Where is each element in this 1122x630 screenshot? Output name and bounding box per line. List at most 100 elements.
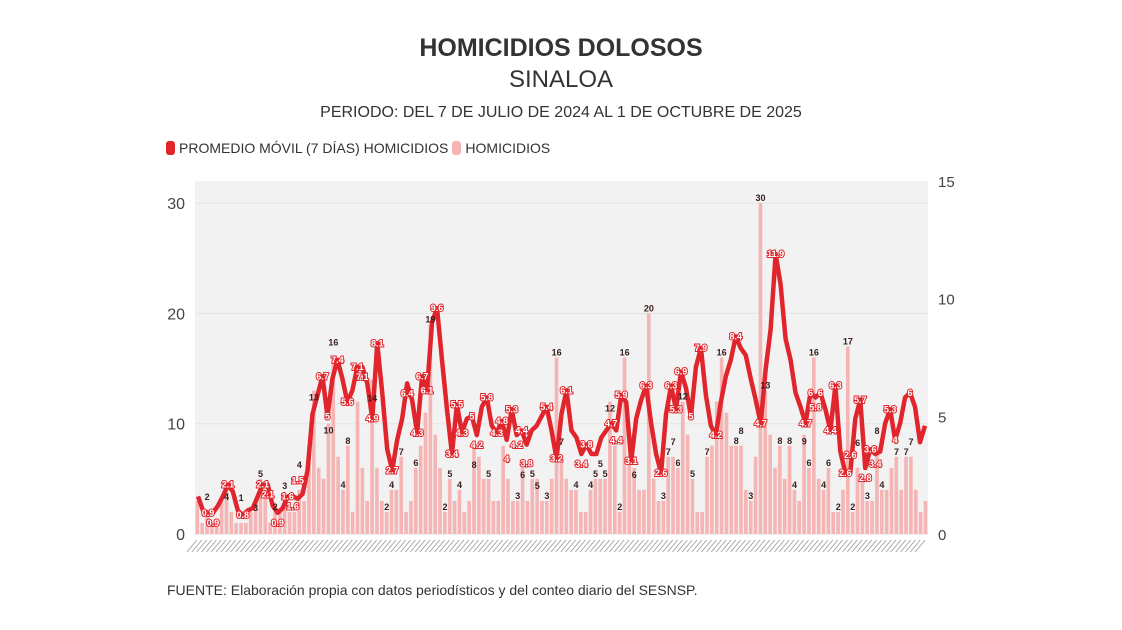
x-tick-mark — [808, 539, 819, 553]
line-label: 4.4 — [610, 435, 623, 445]
line-label: 7.4 — [331, 355, 344, 365]
bar-label: 16 — [809, 348, 819, 358]
x-tick-mark — [642, 539, 654, 553]
bar-label: 6 — [807, 458, 812, 468]
bar — [632, 467, 637, 534]
x-tick-mark — [429, 539, 441, 553]
x-tick-mark — [502, 539, 513, 553]
bar — [690, 478, 695, 534]
bar — [515, 500, 520, 534]
bar — [603, 478, 607, 534]
chart-title: HOMICIDIOS DOLOSOS — [419, 34, 703, 62]
x-tick-mark — [837, 539, 848, 553]
line-label: 6.1 — [421, 385, 434, 395]
line-label: 7.9 — [695, 343, 708, 353]
line-label: 4.7 — [799, 418, 812, 428]
bar — [292, 511, 297, 534]
bar-label: 5 — [530, 469, 535, 479]
bar-label: 6 — [826, 458, 831, 468]
line-label: 8.4 — [730, 331, 743, 341]
x-tick-mark — [876, 539, 887, 553]
x-tick-mark — [240, 539, 251, 553]
x-tick-mark — [584, 539, 596, 553]
source-note: FUENTE: Elaboración propia con datos per… — [167, 582, 698, 598]
bar — [646, 313, 651, 534]
x-tick-mark — [555, 539, 567, 553]
bar-label: 30 — [756, 193, 766, 203]
bar — [316, 467, 321, 534]
chart-subtitle: SINALOA — [508, 66, 614, 93]
bar — [472, 445, 476, 534]
bar — [210, 522, 214, 534]
bar-label: 4 — [224, 492, 229, 502]
bar — [578, 511, 583, 534]
x-tick-mark — [895, 539, 907, 553]
bar — [792, 489, 797, 534]
x-tick-mark — [676, 539, 688, 553]
x-tick-mark — [453, 539, 465, 553]
x-tick-mark — [900, 539, 911, 553]
line-label: 4.7 — [754, 418, 767, 428]
x-tick-mark — [468, 539, 479, 553]
bar-label: 4 — [574, 480, 579, 490]
bar — [782, 478, 787, 534]
bar — [219, 500, 224, 534]
line-label: 6 — [808, 388, 813, 398]
line-label: 2.7 — [386, 465, 399, 475]
x-tick-mark — [914, 539, 926, 553]
bar — [841, 489, 845, 534]
x-tick-mark — [706, 539, 717, 553]
bar — [540, 500, 544, 534]
bar — [326, 423, 331, 534]
x-tick-mark — [788, 539, 800, 553]
x-tick-mark — [827, 539, 839, 553]
bar-label: 7 — [904, 447, 909, 457]
bar-label: 14 — [367, 394, 377, 404]
bar — [642, 489, 646, 534]
line-label: 4.4 — [515, 425, 528, 435]
x-tick-mark — [409, 539, 421, 553]
x-tick-mark — [866, 539, 877, 553]
bar-label: 4 — [588, 480, 593, 490]
line-label: 6.9 — [675, 367, 688, 377]
x-tick-mark — [594, 539, 606, 553]
bar-label: 2 — [442, 502, 447, 512]
line-label: 6.1 — [560, 385, 573, 395]
bar — [739, 445, 743, 534]
bar — [307, 445, 311, 534]
bar — [617, 511, 622, 534]
bar-label: 3 — [253, 503, 258, 513]
x-tick-mark — [890, 539, 902, 553]
line-label: 2.6 — [844, 450, 857, 460]
bar — [268, 522, 272, 534]
line-label: 5.9 — [615, 390, 628, 400]
x-tick-mark — [458, 539, 470, 553]
bar — [384, 511, 389, 534]
x-tick-mark — [909, 539, 921, 553]
line-label: 3.4 — [446, 449, 459, 459]
bar — [423, 412, 428, 534]
x-tick-mark — [812, 539, 824, 553]
bar — [588, 489, 593, 534]
bar-label: 5 — [447, 469, 452, 479]
x-tick-mark — [701, 539, 712, 553]
x-tick-mark — [516, 539, 528, 553]
bar — [787, 445, 792, 534]
x-tick-mark — [293, 539, 305, 553]
bar — [685, 434, 690, 534]
x-tick-mark — [579, 539, 591, 553]
x-tick-mark — [337, 539, 348, 553]
bar — [753, 456, 758, 534]
bar-label: 17 — [843, 336, 853, 346]
x-tick-mark — [657, 539, 669, 553]
line-label: 0.8 — [237, 510, 250, 520]
bar-label: 5 — [598, 459, 603, 469]
left-tick-label: 0 — [176, 527, 185, 544]
bar-label: 2 — [850, 502, 855, 512]
bar-label: 1 — [239, 493, 244, 503]
bar — [404, 511, 408, 534]
line-label: 6 — [818, 388, 823, 398]
x-tick-mark — [871, 539, 882, 553]
x-tick-mark — [511, 539, 523, 553]
bar — [282, 500, 287, 534]
